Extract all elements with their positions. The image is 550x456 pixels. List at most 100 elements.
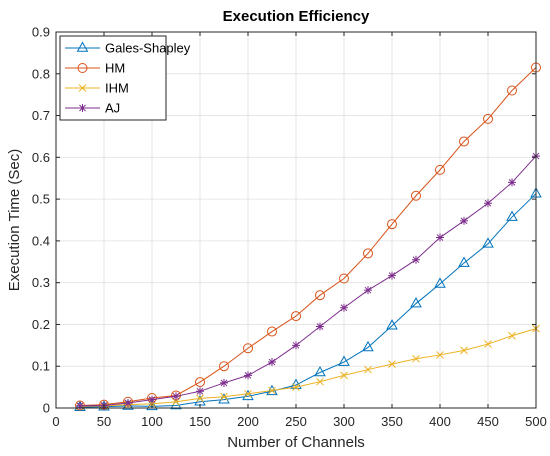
y-tick-label: 0.7 [32, 108, 50, 123]
data-point-ihm [244, 389, 252, 398]
data-point-ihm [268, 386, 276, 395]
data-point-aj [124, 398, 132, 407]
data-point-gales-shapley [434, 277, 446, 288]
y-tick-label: 0.6 [32, 150, 50, 165]
y-tick-label: 0.2 [32, 317, 50, 332]
data-point-hm [195, 377, 205, 388]
series-line-aj [79, 155, 537, 407]
x-tick-label: 500 [525, 414, 547, 429]
legend-item-hm: HM [65, 61, 125, 76]
data-point-gales-shapley [146, 399, 158, 411]
data-point-ihm [484, 340, 492, 348]
x-tick-label: 50 [97, 414, 111, 429]
data-point-hm [339, 273, 349, 284]
x-tick-label: 400 [429, 414, 451, 429]
data-point-ihm [460, 346, 468, 355]
data-point-aj [508, 178, 516, 187]
y-tick-label: 0.5 [32, 192, 50, 207]
data-point-aj [412, 255, 420, 264]
data-point-ihm [340, 371, 348, 380]
data-point-hm [459, 136, 469, 147]
data-point-gales-shapley [362, 340, 374, 352]
data-point-ihm [196, 394, 204, 403]
y-axis-label: Execution Time (Sec) [6, 149, 23, 292]
data-point-ihm [364, 365, 372, 374]
data-point-hm [435, 164, 445, 175]
data-point-aj [76, 401, 84, 410]
y-tick-label: 0.4 [32, 233, 50, 248]
ticks: 0 50 100 150 200 250 300 350 400 450 500 0 0.1 0.2 0.3… [32, 25, 547, 430]
series-line-ihm [79, 328, 537, 407]
data-point-gales-shapley [338, 355, 350, 366]
data-point-gales-shapley [506, 210, 518, 221]
data-point-aj [196, 387, 204, 396]
data-point-hm [483, 113, 493, 124]
data-point-aj [244, 371, 252, 380]
data-point-aj [316, 322, 324, 331]
data-point-gales-shapley [458, 256, 470, 267]
data-point-gales-shapley [482, 237, 494, 248]
legend-item-gales-shapley: Gales-Shapley [65, 41, 191, 56]
legend-marker-hm [77, 63, 88, 73]
y-tick-label: 0.8 [32, 66, 50, 81]
data-point-hm [219, 361, 229, 372]
x-tick-label: 250 [285, 414, 307, 429]
data-point-hm [315, 290, 325, 301]
data-point-gales-shapley [410, 297, 422, 308]
data-point-gales-shapley [242, 389, 254, 401]
data-point-aj [292, 341, 300, 350]
x-tick-label: 450 [477, 414, 499, 429]
data-point-aj [388, 271, 396, 280]
legend-box [59, 35, 167, 121]
data-point-ihm [172, 397, 180, 406]
data-point-aj [172, 392, 180, 401]
x-tick-label: 300 [333, 414, 355, 429]
legend: Gales-Shapley HM IHM AJ [59, 35, 191, 121]
data-point-gales-shapley [290, 378, 302, 389]
data-point-gales-shapley [314, 365, 326, 377]
legend-label-aj: AJ [105, 101, 120, 116]
data-point-aj [340, 303, 348, 312]
x-tick-label: 200 [237, 414, 259, 429]
data-point-aj [436, 233, 444, 242]
data-point-aj [268, 358, 276, 367]
y-tick-label: 0 [43, 401, 50, 416]
x-tick-label: 100 [141, 414, 163, 429]
data-point-aj [148, 395, 156, 404]
legend-label-ihm: IHM [105, 81, 129, 96]
legend-label-hm: HM [105, 61, 125, 76]
legend-label-gales-shapley: Gales-Shapley [105, 41, 191, 56]
data-point-aj [484, 199, 492, 208]
data-point-hm [507, 85, 517, 96]
data-point-hm [243, 343, 253, 354]
y-tick-label: 0.3 [32, 275, 50, 290]
data-point-hm [387, 219, 397, 230]
legend-marker-aj [78, 104, 87, 112]
data-point-gales-shapley [386, 319, 398, 330]
data-point-ihm [220, 392, 228, 401]
data-point-aj [220, 378, 228, 387]
y-tick-label: 0.9 [32, 25, 50, 40]
x-tick-label: 0 [52, 414, 59, 429]
y-tick-label: 0.1 [32, 359, 50, 374]
data-point-aj [460, 216, 468, 225]
chart-title: Execution Efficiency [223, 8, 370, 25]
data-point-hm [291, 311, 301, 322]
data-point-ihm [292, 383, 300, 391]
data-point-hm [267, 326, 277, 337]
legend-marker-gales-shapley [76, 41, 89, 52]
series-hm [75, 62, 541, 411]
data-point-ihm [316, 377, 324, 386]
legend-item-aj: AJ [65, 101, 120, 116]
legend-marker-ihm [78, 84, 87, 92]
data-point-ihm [412, 354, 420, 363]
legend-item-ihm: IHM [65, 81, 129, 96]
data-point-hm [363, 248, 373, 259]
data-point-ihm [508, 331, 516, 340]
data-point-hm [411, 190, 421, 201]
x-tick-label: 350 [381, 414, 403, 429]
x-tick-label: 150 [189, 414, 211, 429]
data-point-aj [364, 286, 372, 295]
data-point-ihm [388, 360, 396, 368]
